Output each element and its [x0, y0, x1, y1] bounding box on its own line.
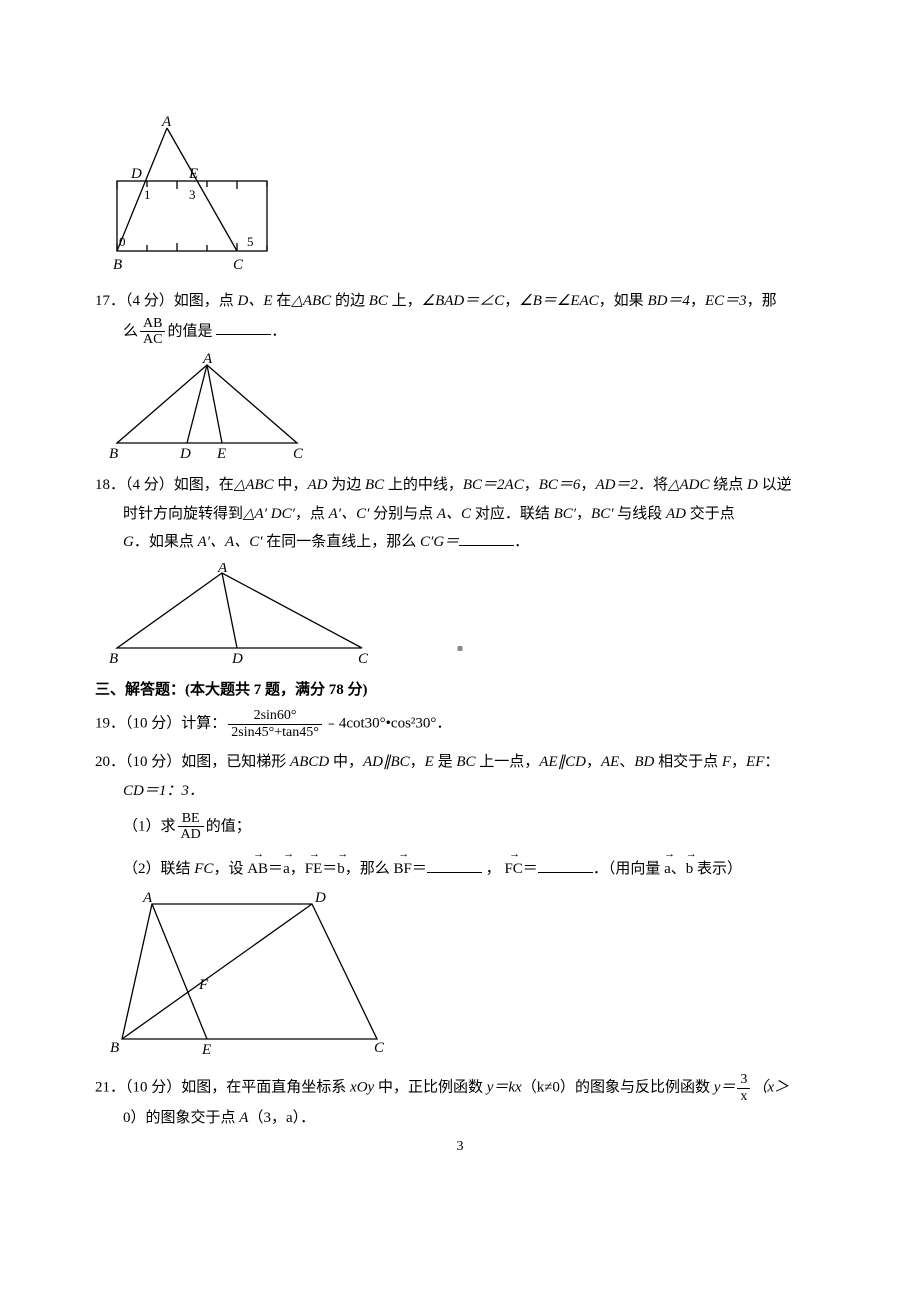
q19-num: 19．: [95, 716, 125, 732]
section-3-heading: 三、解答题：(本大题共 7 题，满分 78 分): [95, 676, 825, 705]
q17-points: （4 分）: [125, 293, 174, 309]
svg-text:0: 0: [119, 234, 126, 249]
svg-text:A: A: [217, 563, 228, 576]
q17-num: 17．: [95, 293, 125, 309]
svg-text:C: C: [233, 257, 244, 273]
q21-num: 21．: [95, 1080, 125, 1096]
vec-a: a: [283, 853, 290, 884]
question-19: 19．（10 分）计算：2sin60°2sin45°+tan45°﹣4cot30…: [95, 708, 825, 740]
question-20: 20．（10 分）如图，已知梯形 ABCD 中，AD∥BC，E 是 BC 上一点…: [95, 748, 825, 1064]
svg-text:3: 3: [189, 187, 196, 202]
vec-fe: FE: [305, 853, 323, 884]
svg-text:F: F: [198, 977, 209, 993]
svg-text:C: C: [374, 1040, 385, 1056]
blank-q17: [216, 320, 271, 335]
fig-q16: A D E B C 0 1 3 5: [107, 116, 287, 281]
vec-b2: b: [686, 853, 694, 884]
svg-text:E: E: [188, 166, 198, 182]
svg-text:D: D: [130, 166, 142, 182]
svg-text:C: C: [293, 446, 304, 462]
q18-num: 18．: [95, 477, 125, 493]
question-18: 18．（4 分）如图，在△ABC 中，AD 为边 BC 上的中线，BC＝2AC，…: [95, 471, 825, 668]
vec-ab: AB: [247, 853, 268, 884]
frac-q19: 2sin60°2sin45°+tan45°: [228, 708, 322, 740]
svg-text:B: B: [109, 651, 118, 667]
svg-text:C: C: [358, 651, 369, 667]
vec-bf: BF: [394, 853, 412, 884]
blank-q20-bf: [427, 858, 482, 873]
question-21: 21．（10 分）如图，在平面直角坐标系 xOy 中，正比例函数 y＝kx（k≠…: [95, 1072, 825, 1132]
q20-num: 20．: [95, 754, 125, 770]
vec-fc: FC: [504, 853, 522, 884]
svg-text:E: E: [216, 446, 226, 462]
svg-text:A: A: [142, 890, 153, 906]
fig-q20: A D B E C F: [107, 889, 397, 1064]
vec-a2: a: [664, 853, 671, 884]
vec-b: b: [337, 853, 345, 884]
svg-text:B: B: [109, 446, 118, 462]
svg-text:5: 5: [247, 234, 254, 249]
fig-q17: A B D E C: [107, 353, 317, 463]
q19-points: （10 分）: [125, 716, 181, 732]
q21-points: （10 分）: [125, 1080, 181, 1096]
q18-points: （4 分）: [125, 477, 174, 493]
blank-q20-fc: [538, 858, 593, 873]
page-number: 3: [457, 1134, 464, 1161]
svg-text:E: E: [201, 1042, 211, 1058]
frac-ab-ac: ABAC: [140, 316, 165, 348]
svg-text:A: A: [202, 353, 213, 367]
svg-text:D: D: [314, 890, 326, 906]
frac-3x: 3x: [737, 1072, 750, 1104]
svg-text:A: A: [161, 116, 172, 130]
frac-be-ad: BEAD: [178, 811, 204, 843]
q20-points: （10 分）: [125, 754, 181, 770]
fig-q18: A B D C: [107, 563, 377, 668]
svg-text:1: 1: [144, 187, 151, 202]
svg-text:B: B: [113, 257, 122, 273]
center-marker: [458, 646, 463, 651]
svg-text:B: B: [110, 1040, 119, 1056]
svg-text:D: D: [179, 446, 191, 462]
svg-text:D: D: [231, 651, 243, 667]
question-17: 17．（4 分）如图，点 D、E 在△ABC 的边 BC 上，∠BAD＝∠C，∠…: [95, 287, 825, 463]
blank-q18: [459, 531, 514, 546]
